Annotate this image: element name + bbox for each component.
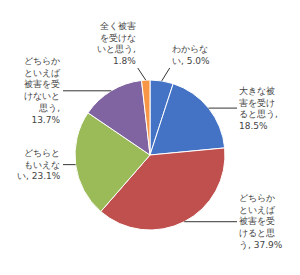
svg-text:大きな被害を受けると思う,18.5%: 大きな被害を受けると思う,18.5% <box>239 86 278 131</box>
svg-text:どちらかといえば被害を受けないと思う,13.7%: どちらかといえば被害を受けないと思う,13.7% <box>24 56 61 125</box>
svg-text:全く被害を受けないと思う,1.8%: 全く被害を受けないと思う,1.8% <box>97 21 136 66</box>
svg-text:どちらともいえない, 23.1%: どちらともいえない, 23.1% <box>17 148 61 181</box>
svg-text:わからない, 5.0%: わからない, 5.0% <box>172 44 210 66</box>
svg-text:どちらかといえば被害を受けると思う, 37.9%: どちらかといえば被害を受けると思う, 37.9% <box>239 193 283 250</box>
